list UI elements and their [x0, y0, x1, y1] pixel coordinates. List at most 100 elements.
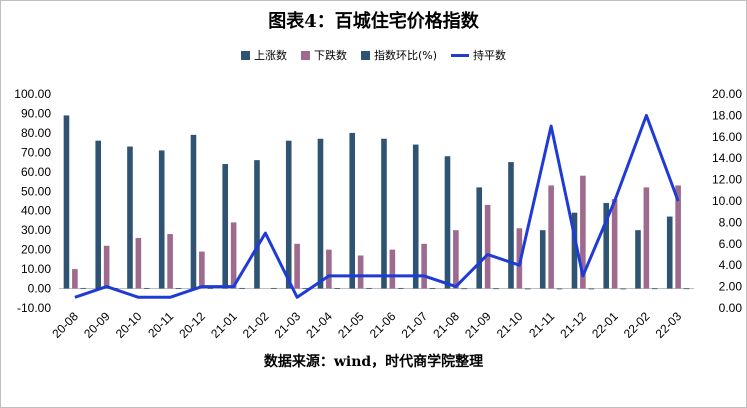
x-tick-label: 20-08 — [49, 309, 81, 341]
y-right-tick-label: 16.00 — [712, 130, 742, 144]
bar-index-mom — [366, 287, 372, 289]
x-tick-label: 21-05 — [335, 309, 367, 341]
bar-index-mom — [175, 288, 182, 289]
legend-label: 持平数 — [473, 49, 507, 62]
y-right-tick-label: 8.00 — [719, 215, 743, 229]
bar-fall — [389, 249, 396, 289]
bar-index-mom — [620, 288, 626, 290]
legend-item: 下跌数 — [300, 47, 347, 63]
x-tick-label: 21-09 — [462, 309, 494, 341]
y-right-tick-label: 12.00 — [712, 173, 742, 187]
bar-fall — [580, 175, 586, 289]
x-tick-label: 22-03 — [653, 309, 685, 341]
bar-index-mom — [461, 288, 468, 290]
bar-rise — [444, 156, 451, 289]
chart-title: 图表4：百城住宅价格指数 — [268, 11, 479, 32]
y-left-tick-label: 70.00 — [21, 145, 51, 159]
bar-index-mom — [683, 288, 690, 290]
bar-index-mom — [302, 287, 309, 289]
y-left-tick-label: 80.00 — [21, 126, 51, 140]
bar-index-mom — [556, 288, 563, 290]
bar-rise — [349, 132, 356, 289]
bar-fall — [135, 237, 142, 289]
bar-index-mom — [270, 287, 277, 289]
x-tick-label: 21-02 — [240, 309, 272, 341]
y-right-tick-label: 0.00 — [719, 301, 743, 315]
bar-fall — [199, 251, 205, 289]
y-left-tick-label: 10.00 — [21, 262, 51, 276]
x-tick-label: 22-01 — [589, 309, 621, 341]
x-tick-label: 21-11 — [526, 309, 557, 340]
bar-rise — [571, 212, 578, 289]
bar-rise — [476, 187, 483, 289]
x-tick-label: 21-10 — [494, 309, 526, 341]
y-right-tick-label: 14.00 — [712, 151, 742, 165]
bar-rise — [412, 144, 419, 289]
bar-rise — [222, 164, 229, 289]
x-tick-label: 21-01 — [208, 309, 240, 341]
bar-fall — [167, 234, 173, 289]
y-left-tick-label: 50.00 — [21, 184, 51, 198]
legend-swatch — [240, 50, 250, 60]
y-left-tick-label: 90.00 — [21, 106, 51, 120]
y-right-tick-label: 18.00 — [712, 108, 742, 122]
bar-fall — [611, 199, 618, 289]
y-left-tick-label: -10.00 — [17, 301, 51, 315]
legend-item: 指数环比(%) — [360, 47, 438, 63]
line-flat-count — [74, 113, 680, 299]
bar-fall — [421, 243, 427, 289]
bar-rise — [254, 160, 260, 289]
y-left-tick-label: 20.00 — [21, 243, 51, 257]
bar-index-mom — [651, 288, 658, 290]
bar-fall — [643, 187, 650, 289]
bar-rise — [666, 216, 673, 289]
bar-index-mom — [80, 287, 87, 289]
bar-index-mom — [588, 288, 595, 290]
bar-rise — [158, 150, 165, 289]
legend-label: 上涨数 — [253, 49, 287, 62]
legend-item: 上涨数 — [240, 47, 287, 63]
bar-fall — [294, 243, 300, 289]
legend: 上涨数 下跌数 指数环比(%) 持平数 — [1, 47, 746, 63]
y-left-tick-label: 60.00 — [21, 165, 51, 179]
bar-index-mom — [143, 287, 150, 289]
bar-index-mom — [207, 287, 214, 289]
x-tick-label: 21-07 — [399, 309, 431, 341]
bar-fall — [357, 255, 364, 289]
legend-label: 下跌数 — [313, 49, 347, 62]
x-tick-label: 21-08 — [430, 309, 462, 341]
x-tick-label: 21-06 — [367, 309, 399, 341]
x-tick-label: 20-12 — [176, 309, 208, 341]
bar-fall — [484, 204, 491, 289]
bar-rise — [127, 146, 133, 289]
x-tick-label: 22-02 — [621, 309, 653, 341]
y-right-tick-label: 6.00 — [719, 237, 743, 251]
bar-rise — [285, 140, 292, 289]
y-right-tick-label: 20.00 — [712, 87, 742, 101]
y-right-tick-label: 10.00 — [712, 194, 742, 208]
legend-swatch — [451, 53, 470, 57]
bar-index-mom — [239, 287, 245, 289]
x-tick-label: 21-03 — [272, 309, 304, 341]
bar-fall — [72, 269, 78, 289]
y-left-tick-label: 100.00 — [14, 87, 51, 101]
legend-swatch — [300, 50, 310, 60]
bar-rise — [317, 138, 324, 289]
bar-fall — [516, 228, 523, 289]
bar-fall — [675, 185, 681, 289]
bar-index-mom — [429, 288, 436, 289]
bar-rise — [190, 134, 197, 289]
bar-index-mom — [334, 288, 341, 289]
bar-fall — [230, 222, 237, 289]
y-right-tick-label: 2.00 — [719, 280, 743, 294]
bar-index-mom — [524, 288, 531, 290]
bar-index-mom — [397, 287, 404, 289]
bar-fall — [103, 245, 110, 289]
bar-rise — [381, 138, 387, 289]
legend-item: 持平数 — [451, 47, 506, 63]
y-left-tick-label: 30.00 — [21, 223, 51, 237]
legend-label: 指数环比(%) — [373, 49, 438, 62]
bar-rise — [603, 202, 610, 289]
x-tick-label: 20-10 — [113, 309, 145, 341]
